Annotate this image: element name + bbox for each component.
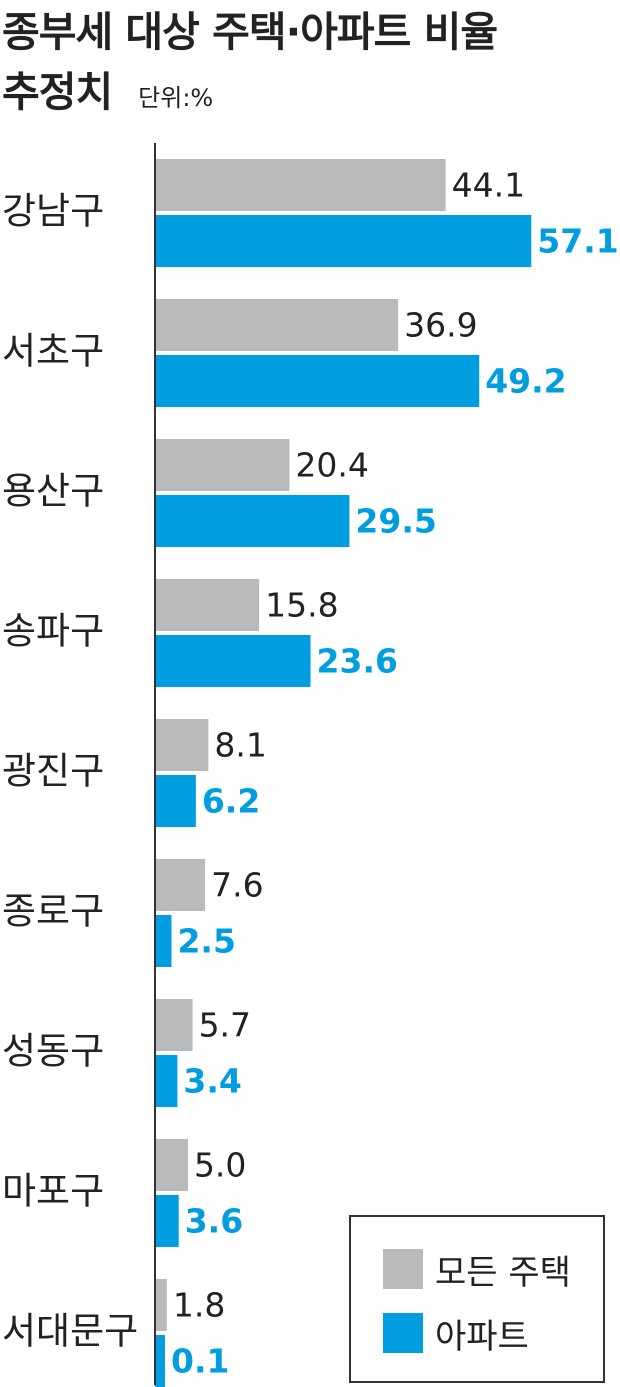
bar-all-housing [155, 579, 260, 631]
value-label-apartment: 23.6 [317, 642, 398, 681]
category-label: 용산구 [2, 470, 104, 513]
value-label-all-housing: 7.6 [211, 866, 263, 905]
value-label-apartment: 3.6 [185, 1202, 243, 1241]
bar-apartment [155, 355, 480, 407]
bar-apartment [155, 915, 172, 967]
legend-swatch-all-housing [383, 1249, 423, 1289]
category-label: 서초구 [2, 330, 104, 373]
value-label-all-housing: 1.8 [173, 1286, 225, 1325]
bar-all-housing [155, 439, 290, 491]
legend-swatch-apartment [383, 1313, 423, 1353]
value-label-apartment: 6.2 [202, 782, 260, 821]
value-label-apartment: 3.4 [183, 1062, 241, 1101]
value-label-all-housing: 8.1 [214, 726, 266, 765]
value-label-all-housing: 20.4 [295, 446, 368, 485]
bar-all-housing [155, 1279, 167, 1331]
bar-all-housing [155, 159, 446, 211]
value-label-apartment: 49.2 [485, 362, 566, 401]
title-line-1: 종부세 대상 주택·아파트 비율 [2, 8, 498, 56]
legend-label-all-housing: 모든 주택 [435, 1252, 571, 1293]
value-label-all-housing: 36.9 [404, 306, 477, 345]
bar-all-housing [155, 719, 209, 771]
value-label-apartment: 57.1 [537, 222, 618, 261]
value-label-apartment: 2.5 [177, 922, 235, 961]
bar-apartment [155, 1335, 165, 1387]
category-label: 강남구 [2, 190, 104, 233]
bar-all-housing [155, 999, 193, 1051]
category-label: 성동구 [2, 1030, 104, 1073]
value-label-apartment: 0.1 [171, 1342, 229, 1381]
value-label-all-housing: 5.0 [194, 1146, 246, 1185]
unit-label: 단위:% [138, 84, 214, 112]
value-label-apartment: 29.5 [355, 502, 436, 541]
legend-item-all-housing: 모든 주택 [383, 1247, 571, 1293]
bar-apartment [155, 635, 311, 687]
title-line-2: 추정치 [2, 68, 113, 116]
bar-apartment [155, 495, 350, 547]
bar-apartment [155, 775, 196, 827]
legend: 모든 주택 아파트 [349, 1215, 605, 1383]
bar-apartment [155, 215, 532, 267]
value-label-all-housing: 44.1 [452, 166, 525, 205]
legend-item-apartment: 아파트 [383, 1311, 529, 1357]
bar-apartment [155, 1055, 178, 1107]
bar-apartment [155, 1195, 179, 1247]
bar-all-housing [155, 1139, 188, 1191]
category-label: 마포구 [2, 1170, 104, 1213]
legend-label-apartment: 아파트 [435, 1316, 529, 1357]
bar-all-housing [155, 859, 206, 911]
bar-all-housing [155, 299, 399, 351]
category-label: 송파구 [2, 610, 104, 653]
category-label: 서대문구 [2, 1310, 138, 1353]
category-label: 광진구 [2, 750, 104, 793]
value-label-all-housing: 5.7 [199, 1006, 251, 1045]
category-label: 종로구 [2, 890, 104, 933]
value-label-all-housing: 15.8 [265, 586, 338, 625]
